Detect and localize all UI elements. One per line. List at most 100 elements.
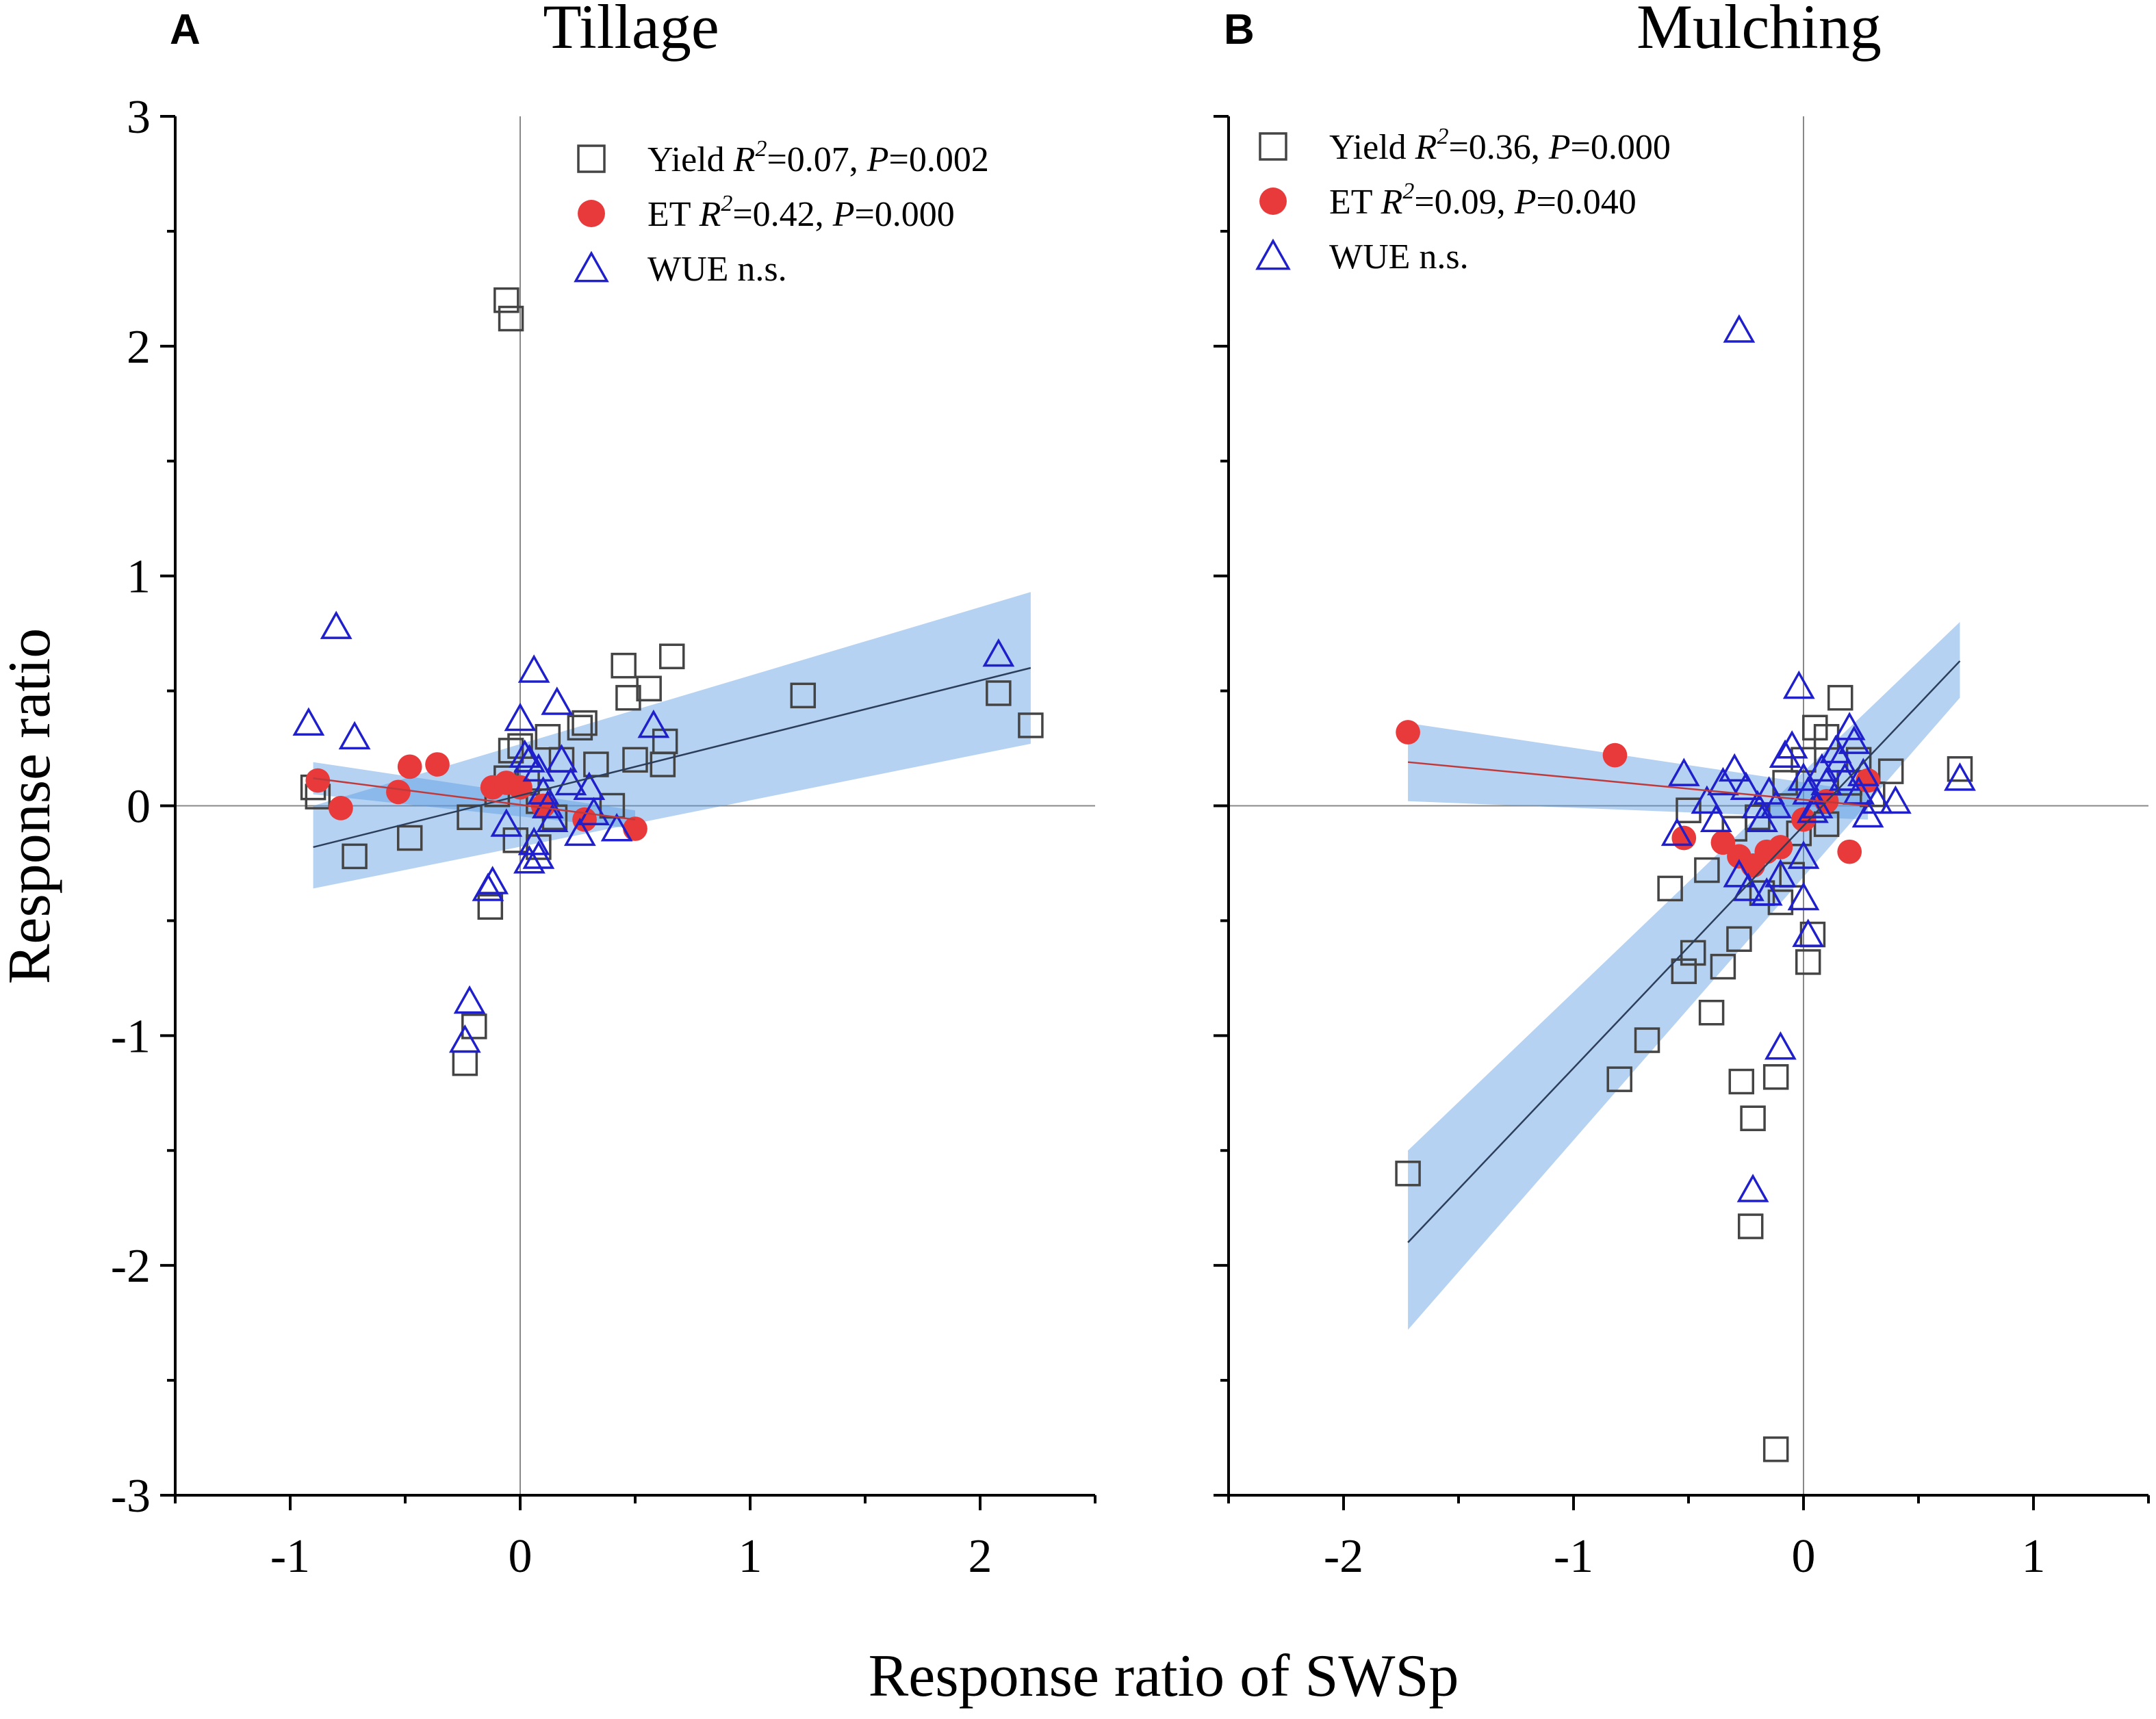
panel-a-x-tick-label: 2: [968, 1530, 992, 1583]
panel-a-point-yield: [790, 682, 817, 709]
panel-a-point-wue: [600, 812, 633, 842]
panel-a-fit-line-yield: [313, 667, 1031, 849]
panel-b-point-yield: [1728, 1068, 1755, 1095]
panel-a-point-wue: [563, 817, 596, 846]
panel-b-point-wue: [1730, 771, 1762, 801]
panel-b-point-yield: [1676, 797, 1702, 823]
panel-b-point-wue: [1769, 739, 1801, 768]
panel-b-series-wue: [1660, 314, 1976, 1202]
panel-a-point-yield: [498, 305, 524, 332]
panel-a-point-wue: [504, 702, 537, 732]
panel-b-point-wue: [1879, 785, 1912, 814]
panel-a-y-tick-label: 0: [127, 781, 151, 833]
panel-a-point-yield: [652, 728, 678, 755]
panel-a-point-wue: [536, 803, 569, 833]
panel-b-letter: B: [1224, 6, 1255, 53]
panel-a-point-wue: [490, 808, 523, 837]
panel-b-legend: Yield R2=0.36, P=0.000 ET R2=0.09, P=0.04…: [1255, 124, 1671, 276]
panel-a-y-tick-label: -3: [111, 1470, 151, 1523]
panel-b-point-yield: [1698, 1000, 1725, 1026]
panel-b-point-yield: [1772, 770, 1798, 796]
panel-b-point-yield: [1740, 1105, 1766, 1131]
panel-b-legend-marker-yield: [1259, 132, 1287, 161]
panel-b-point-yield: [1791, 747, 1817, 773]
panel-a-point-wue: [517, 654, 550, 683]
panel-a-legend: Yield R2=0.07, P=0.002 ET R2=0.42, P=0.00…: [574, 136, 989, 289]
panel-b-legend-label-et: ET R2=0.09, P=0.040: [1329, 179, 1637, 222]
panel-b-point-wue: [1944, 762, 1976, 791]
panel-b-plot-area: -2 -1 0 1 Yield R2=0.36, P=0.000 ET R2=0.09, …: [1214, 115, 2150, 1583]
panel-b-point-et: [1768, 835, 1793, 860]
panel-a-point-et: [386, 779, 411, 805]
panel-b-point-et: [1791, 807, 1816, 832]
panel-b-point-wue: [1829, 762, 1861, 791]
panel-a-point-wue: [541, 686, 574, 715]
panel-b-point-wue: [1782, 670, 1815, 699]
panel-a-point-wue: [448, 1024, 481, 1053]
panel-b: B Mulching -2 -1 0 1 Yield R2=0.36, P=0.000 E…: [1214, 0, 2150, 1583]
panel-a-point-et: [623, 816, 647, 841]
panel-a-point-yield: [615, 684, 641, 711]
panel-a-letter: A: [170, 6, 201, 53]
panel-b-point-et: [1396, 720, 1420, 745]
panel-a-legend-label-yield: Yield R2=0.07, P=0.002: [647, 136, 989, 179]
panel-b-point-yield: [1827, 684, 1853, 711]
panel-a-plot-area: -3 -2 -1 0 1 2 3 -1 0 1 2 Yield R2=0.07, P=0.002 ET …: [111, 91, 1096, 1583]
panel-a-point-wue: [453, 985, 486, 1014]
x-axis-label: Response ratio of SWSp: [869, 1643, 1459, 1709]
panel-a-point-yield: [659, 643, 685, 669]
panel-b-point-wue: [1736, 1174, 1769, 1202]
panel-b-point-wue: [1760, 790, 1793, 818]
panel-a-point-et: [425, 752, 450, 777]
y-axis-label: Response ratio: [0, 628, 63, 985]
panel-a-point-yield: [1018, 712, 1044, 738]
panel-b-point-wue: [1843, 776, 1875, 805]
panel-b-point-wue: [1741, 790, 1774, 818]
panel-b-point-wue: [1660, 817, 1693, 846]
panel-b-point-yield: [1671, 958, 1697, 985]
panel-b-point-yield: [1657, 875, 1683, 902]
panel-b-point-wue: [1723, 314, 1756, 343]
panel-b-point-et: [1856, 768, 1880, 793]
panel-a-point-wue: [546, 744, 578, 773]
panel-b-point-wue: [1861, 785, 1893, 814]
panel-b-point-yield: [1737, 1213, 1764, 1239]
panel-a-point-wue: [522, 840, 555, 869]
panel-b-legend-marker-et: [1259, 188, 1287, 215]
panel-a-fit-line-et: [313, 777, 636, 820]
panel-a-point-wue: [513, 844, 546, 874]
panel-b-point-wue: [1775, 730, 1808, 759]
panel-b-x-tick-label: 1: [2022, 1530, 2046, 1583]
panel-b-point-yield: [1606, 1066, 1632, 1092]
panel-a-point-wue: [573, 771, 606, 801]
panel-b-point-yield: [1762, 1436, 1789, 1462]
panel-a: A Tillage -3 -2 -1 0 1 2 3 -1 0 1 2 Yield R2=0.07, …: [111, 0, 1096, 1583]
panel-a-point-yield: [507, 733, 533, 759]
panel-a-point-yield: [622, 747, 648, 773]
panel-a-point-yield: [611, 652, 637, 679]
panel-b-fit-line-yield: [1407, 660, 1961, 1243]
panel-b-point-wue: [1667, 758, 1700, 786]
panel-a-x-tick-label: -1: [270, 1530, 310, 1583]
panel-b-point-wue: [1787, 840, 1820, 869]
panel-b-point-yield: [1694, 857, 1720, 883]
panel-a-point-yield: [461, 1013, 487, 1039]
panel-a-point-wue: [522, 753, 555, 782]
panel-a-point-yield: [636, 675, 662, 701]
panel-b-point-et: [1837, 839, 1862, 864]
panel-a-point-wue: [982, 638, 1015, 667]
panel-b-point-yield: [1726, 926, 1752, 953]
panel-b-point-yield: [1762, 1064, 1789, 1090]
panel-b-x-tick-label: -2: [1324, 1530, 1363, 1583]
panel-a-point-yield: [535, 724, 561, 750]
panel-a-point-et: [397, 754, 422, 779]
panel-b-point-wue: [1750, 877, 1783, 906]
panel-a-point-et: [329, 796, 353, 820]
panel-a-legend-marker-yield: [577, 144, 606, 173]
panel-a-point-wue: [531, 790, 564, 818]
panel-b-point-wue: [1833, 712, 1866, 740]
panel-b-point-wue: [1723, 859, 1756, 888]
panel-b-point-yield: [1710, 953, 1736, 980]
panel-a-legend-label-et: ET R2=0.42, P=0.000: [647, 191, 955, 234]
panel-a-x-tick-label: 0: [509, 1530, 532, 1583]
